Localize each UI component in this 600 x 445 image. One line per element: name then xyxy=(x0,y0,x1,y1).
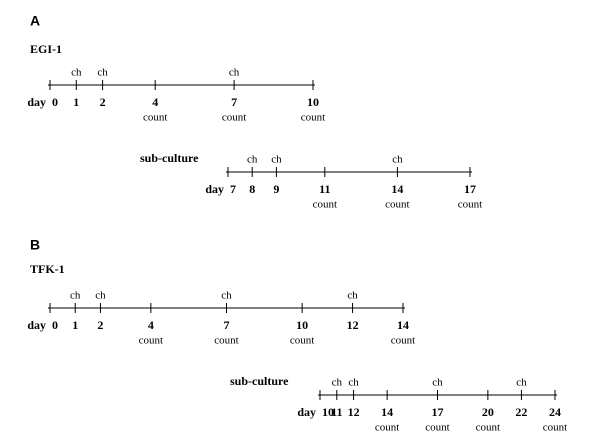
ch-label: ch xyxy=(392,154,403,166)
day-label: 12 xyxy=(348,405,360,419)
count-label: count xyxy=(385,199,409,211)
ch-label: ch xyxy=(271,154,282,166)
day-label: 4 xyxy=(152,95,158,109)
day-label: 2 xyxy=(100,95,106,109)
day-prefix: day xyxy=(27,318,46,332)
ch-label: ch xyxy=(95,290,106,302)
ch-label: ch xyxy=(247,154,258,166)
day-label: 12 xyxy=(347,318,359,332)
day-label: 0 xyxy=(52,95,58,109)
day-label: 9 xyxy=(273,182,279,196)
day-label: 11 xyxy=(331,405,342,419)
count-label: count xyxy=(139,335,163,347)
count-label: count xyxy=(391,335,415,347)
day-label: 14 xyxy=(397,318,409,332)
timeline-heading: sub-culture xyxy=(230,374,289,388)
timeline-heading: sub-culture xyxy=(140,151,199,165)
day-label: 14 xyxy=(391,182,403,196)
ch-label: ch xyxy=(516,377,527,389)
count-label: count xyxy=(143,112,167,124)
day-label: 7 xyxy=(231,95,237,109)
day-label: 22 xyxy=(515,405,527,419)
day-label: 1 xyxy=(73,95,79,109)
day-label: 17 xyxy=(464,182,476,196)
day-label: 10 xyxy=(296,318,308,332)
day-label: 17 xyxy=(432,405,444,419)
ch-label: ch xyxy=(221,290,232,302)
count-label: count xyxy=(301,112,325,124)
count-label: count xyxy=(375,422,399,434)
day-label: 8 xyxy=(249,182,255,196)
panel-label: B xyxy=(30,237,40,253)
day-label: 20 xyxy=(482,405,494,419)
day-label: 14 xyxy=(381,405,393,419)
ch-label: ch xyxy=(347,290,358,302)
day-label: 24 xyxy=(549,405,561,419)
ch-label: ch xyxy=(432,377,443,389)
day-label: 1 xyxy=(72,318,78,332)
ch-label: ch xyxy=(71,67,82,79)
ch-label: ch xyxy=(332,377,343,389)
day-label: 0 xyxy=(52,318,58,332)
panel-title: TFK-1 xyxy=(30,262,65,276)
count-label: count xyxy=(476,422,500,434)
panel-title: EGI-1 xyxy=(30,42,62,56)
count-label: count xyxy=(290,335,314,347)
count-label: count xyxy=(214,335,238,347)
count-label: count xyxy=(543,422,567,434)
count-label: count xyxy=(313,199,337,211)
ch-label: ch xyxy=(70,290,81,302)
panel-label: A xyxy=(30,13,40,29)
day-prefix: day xyxy=(205,182,224,196)
ch-label: ch xyxy=(97,67,108,79)
count-label: count xyxy=(458,199,482,211)
day-label: 2 xyxy=(97,318,103,332)
day-label: 4 xyxy=(148,318,154,332)
day-prefix: day xyxy=(27,95,46,109)
day-label: 7 xyxy=(230,182,236,196)
day-label: 10 xyxy=(307,95,319,109)
day-label: 7 xyxy=(224,318,230,332)
day-label: 10 xyxy=(322,405,334,419)
day-label: 11 xyxy=(319,182,330,196)
ch-label: ch xyxy=(229,67,240,79)
ch-label: ch xyxy=(348,377,359,389)
count-label: count xyxy=(222,112,246,124)
day-prefix: day xyxy=(297,405,316,419)
count-label: count xyxy=(425,422,449,434)
